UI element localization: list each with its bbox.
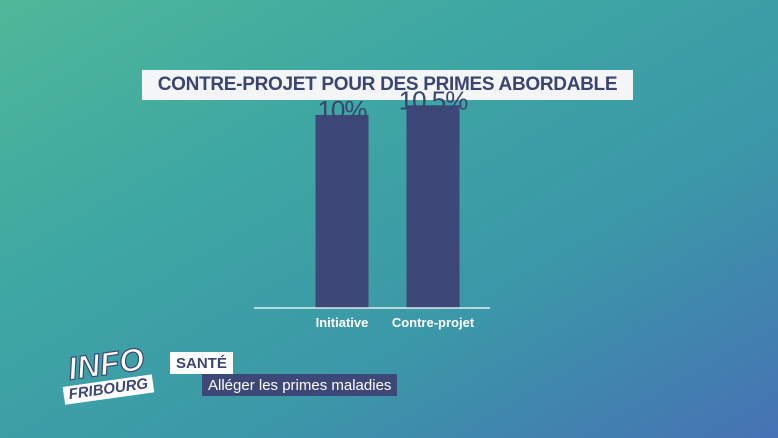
topic-badge: SANTÉ [170,352,233,374]
topic-label: SANTÉ [176,354,227,372]
bar-value-label-2: 10.5% [399,85,469,115]
chart-title: CONTRE-PROJET POUR DES PRIMES ABORDABLE [157,74,618,95]
bar-2 [406,105,460,308]
info-fribourg-logo: INFO FRIBOURG [58,339,166,418]
bar-1 [315,114,369,309]
category-label-2: Contre-projet [392,315,475,330]
subtitle-box: Alléger les primes maladies [202,374,398,396]
category-label-1: Initiative [316,315,369,330]
subtitle-label: Alléger les primes maladies [208,376,392,394]
chart-title-box: CONTRE-PROJET POUR DES PRIMES ABORDABLE [142,70,633,100]
bar-value-label-1: 10% [317,95,367,125]
